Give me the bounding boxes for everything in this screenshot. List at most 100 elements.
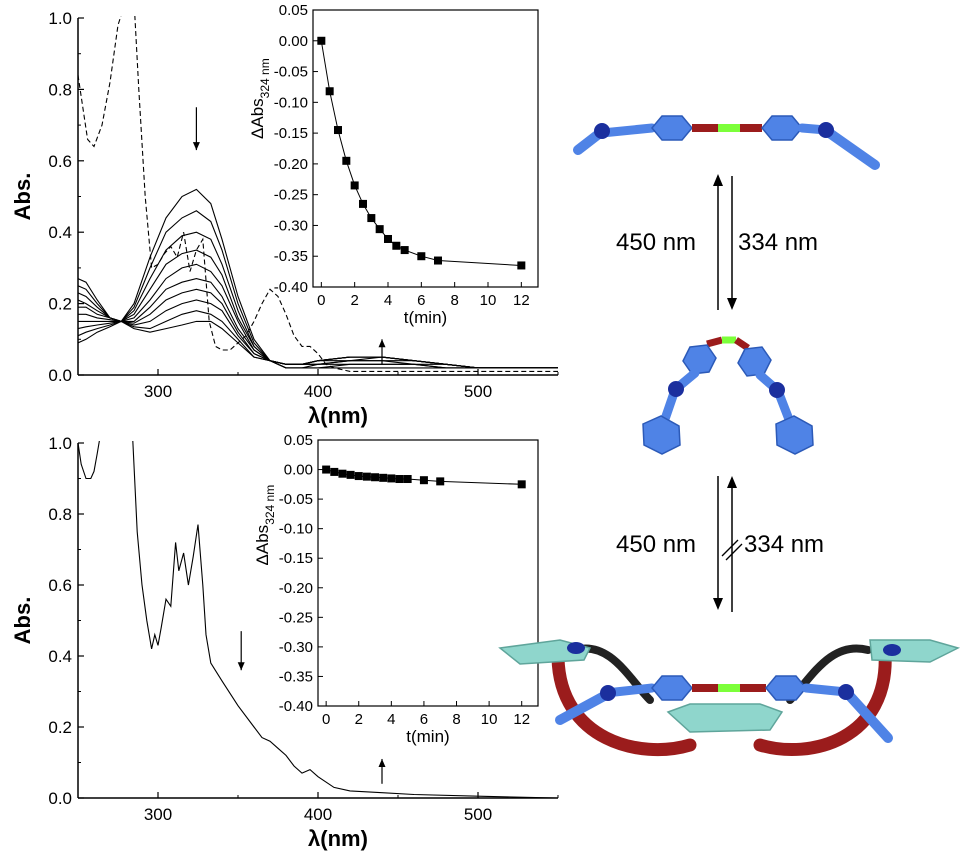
inset-data-point [419, 476, 428, 485]
inset-y-tick-label: -0.30 [279, 639, 313, 656]
top-kinetics-inset: 0.05 0.00 -0.05 -0.10 -0.15 -0.20 -0.25 -0.30 -0… [248, 2, 539, 327]
inset-x-tick-label: 12 [513, 711, 530, 728]
inset-data-point [334, 126, 342, 135]
inset-x-tick-label: 2 [355, 711, 363, 728]
y-tick-label: 0.0 [48, 366, 72, 385]
inset-y-tick-label: 0.00 [284, 462, 313, 479]
photoswitch-scheme: 450 nm 334 nm 450 nm 334 [498, 115, 961, 757]
x-tick-label: 500 [464, 382, 492, 401]
inset-data-point [434, 256, 442, 265]
y-tick-label: 1.0 [48, 9, 72, 28]
trend-arrow-head-1 [378, 758, 386, 767]
inset-data-point [359, 199, 367, 208]
inset-data-point [354, 472, 363, 481]
y-axis-title: Abs. [10, 173, 35, 221]
spectrum-series-1 [132, 441, 558, 798]
inset-data-point [375, 225, 384, 234]
y-tick-label: 1.0 [48, 434, 72, 453]
y-tick-label: 0.6 [48, 152, 72, 171]
spectrum-series-0 [78, 441, 100, 480]
inset-data-point [317, 36, 326, 45]
y-tick-label: 0.0 [48, 789, 72, 808]
inset-y-axis-title: ΔAbs324 nm [253, 485, 277, 566]
inset-y-tick-label: -0.25 [279, 609, 313, 626]
inset-x-tick-label: 4 [384, 292, 392, 309]
equilibrium-arrows-bottom [713, 476, 743, 612]
y-tick-label: 0.6 [48, 576, 72, 595]
spectrum-series-10 [78, 320, 558, 369]
trend-arrow-head-0 [237, 662, 245, 671]
series-group [78, 16, 558, 372]
inset-y-tick-label: 0.05 [279, 2, 308, 19]
inset-y-tick-label: -0.05 [274, 64, 308, 81]
y-tick-label: 0.8 [48, 80, 72, 99]
inset-y-tick-label: -0.05 [279, 491, 313, 508]
inset-y-title-subscript: 324 nm [263, 485, 277, 525]
inset-y-tick-label: -0.15 [279, 550, 313, 567]
trend-arrow-head-1 [378, 339, 386, 348]
inset-y-tick-label: -0.20 [274, 156, 308, 173]
inset-x-tick-label: 0 [317, 292, 325, 309]
inset-data-point [342, 156, 351, 165]
y-axis-title: Abs. [10, 597, 35, 645]
series-group [78, 441, 558, 798]
inset-y-title-subscript: 324 nm [258, 58, 272, 98]
inset-x-tick-label: 8 [450, 292, 458, 309]
bottom-kinetics-inset: 0.05 0.00 -0.05 -0.10 -0.15 -0.20 -0.25 -0.30 -0… [253, 432, 539, 746]
inset-x-tick-label: 10 [481, 711, 498, 728]
inset-data-point [436, 477, 445, 486]
inset-y-tick-label: -0.30 [274, 217, 308, 234]
y-tick-label: 0.8 [48, 505, 72, 524]
inset-y-tick-label: -0.40 [274, 279, 308, 296]
inset-x-axis-title: t(min) [404, 308, 447, 327]
scheme-label-450-bottom: 450 nm [616, 531, 696, 558]
inset-x-axis-title: t(min) [406, 727, 449, 746]
trend-arrow-head-0 [192, 142, 200, 151]
inset-data-point [330, 467, 339, 476]
inset-data-point [403, 475, 412, 484]
inset-y-tick-label: 0.05 [284, 432, 313, 449]
inset-x-tick-label: 2 [350, 292, 358, 309]
x-axis-title: λ(nm) [308, 826, 368, 851]
x-tick-label: 400 [304, 805, 332, 824]
inset-y-tick-label: -0.40 [279, 698, 313, 715]
inset-y-tick-label: -0.25 [274, 187, 308, 204]
x-tick-label: 300 [144, 382, 172, 401]
molecule-complex [498, 639, 961, 757]
inset-y-title-main: ΔAbs [248, 98, 267, 139]
molecule-planar [573, 115, 880, 170]
inset-y-tick-label: 0.00 [279, 33, 308, 50]
inset-data-point [387, 474, 396, 483]
spectrum-series-9 [78, 310, 558, 369]
inset-x-tick-label: 0 [322, 711, 330, 728]
x-tick-label: 400 [304, 382, 332, 401]
y-tick-label: 0.4 [48, 647, 72, 666]
spectrum-series-8 [78, 299, 558, 369]
x-tick-label: 500 [464, 805, 492, 824]
top-spectrum-panel: 0.0 0.2 0.4 0.6 0.8 1.0 300 400 500 λ(nm) Abs. [10, 9, 559, 428]
inset-y-tick-label: -0.15 [274, 125, 308, 142]
inset-y-tick-label: -0.35 [279, 668, 313, 685]
inset-y-tick-label: -0.10 [274, 94, 308, 111]
y-tick-label: 0.4 [48, 223, 72, 242]
inset-y-tick-label: -0.35 [274, 248, 308, 265]
inset-data-point [371, 473, 380, 482]
inset-y-title-main: ΔAbs [253, 525, 272, 566]
inset-data-point [338, 469, 347, 478]
y-tick-label: 0.2 [48, 718, 72, 737]
inset-data-point [395, 475, 404, 484]
inset-x-tick-label: 6 [417, 292, 425, 309]
bottom-spectrum-panel: 0.0 0.2 0.4 0.6 0.8 1.0 300 400 500 λ(nm) Abs. [10, 434, 559, 851]
x-axis-title: λ(nm) [308, 403, 368, 428]
inset-data-point [346, 470, 355, 479]
inset-data-point [362, 472, 371, 481]
inset-data-point [392, 241, 401, 250]
inset-y-tick-label: -0.10 [279, 521, 313, 538]
molecule-bent [642, 336, 814, 455]
inset-data-point [322, 465, 331, 474]
inset-data-point [400, 246, 409, 255]
scheme-label-334-top: 334 nm [738, 229, 818, 256]
inset-data-point [350, 181, 359, 190]
inset-data-point [517, 480, 526, 489]
